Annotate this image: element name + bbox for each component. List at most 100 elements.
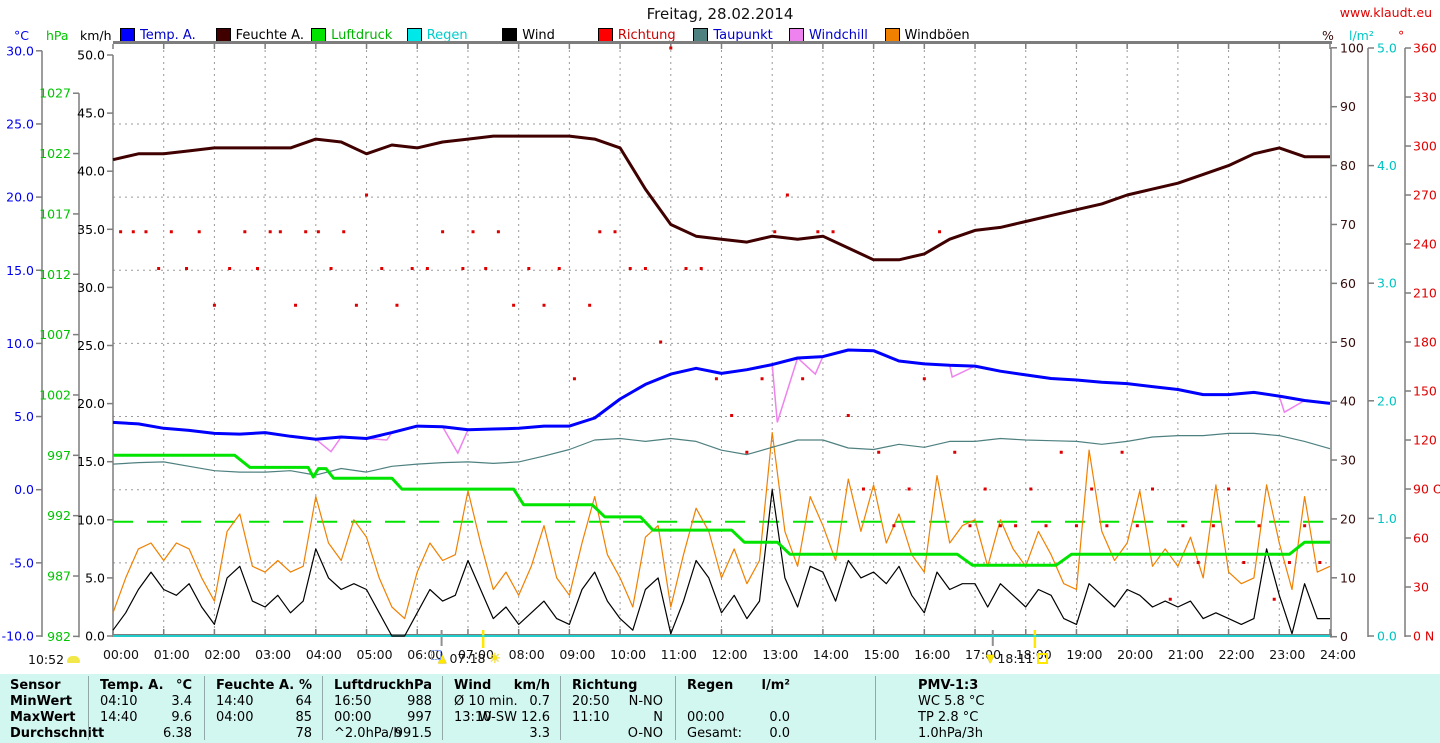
direction-dot: [471, 230, 475, 234]
direction-dot: [441, 230, 445, 234]
direction-dot: [1181, 524, 1185, 528]
direction-dot: [785, 193, 789, 197]
direction-dot: [1227, 487, 1231, 491]
x-tick-label: 00:00: [103, 647, 139, 662]
plot-frame-top: [113, 41, 1332, 44]
direction-dot: [684, 267, 688, 271]
moonrise-marker: 10:52: [28, 652, 81, 667]
direction-dot: [131, 230, 135, 234]
direction-dot: [1257, 524, 1261, 528]
axis-tick-label-percent: 50: [1340, 335, 1356, 350]
axis-tick-label-kmh: 0.0: [85, 629, 105, 644]
stats-col-header: Richtung: [572, 678, 638, 693]
legend-item-luftdruck[interactable]: Luftdruck: [311, 28, 407, 43]
page-title: Freitag, 28.02.2014: [646, 5, 794, 23]
stats-value-time: Gesamt:: [687, 726, 742, 741]
direction-dot: [628, 267, 632, 271]
axis-tick-label-kmh: 15.0: [77, 454, 105, 469]
stats-col-header: Wind: [454, 678, 492, 693]
stats-col-unit: hPa: [404, 678, 432, 693]
stats-value: N: [653, 710, 663, 725]
stats-value-time: 11:10: [572, 710, 610, 725]
direction-dot: [144, 230, 148, 234]
axis-tick-label-hpa: 987: [47, 569, 71, 584]
direction-dot: [542, 303, 546, 307]
stats-value-time: 00:00: [687, 710, 725, 725]
stats-value: 3.3: [529, 726, 550, 741]
axis-tick-label-degrees: 30: [1413, 580, 1429, 595]
stats-value: 85: [295, 710, 312, 725]
axis-tick-label-lm2: 1.0: [1377, 511, 1397, 526]
sunset-time: 18:11: [997, 651, 1034, 666]
direction-dot: [1168, 597, 1172, 601]
legend-item-regen[interactable]: Regen: [406, 28, 503, 43]
moonrise-time: 10:52: [28, 652, 65, 667]
stats-column-divider: [875, 676, 876, 740]
stats-column-divider: [560, 676, 561, 740]
axis-tick-label-kmh: 35.0: [77, 222, 105, 237]
direction-dot: [699, 267, 703, 271]
direction-dot: [1029, 487, 1033, 491]
axis-tick-label-hpa: 997: [47, 448, 71, 463]
direction-dot: [380, 267, 384, 271]
series-temp-a-: [112, 348, 1331, 441]
direction-dot: [659, 340, 663, 344]
direction-dot: [342, 230, 346, 234]
x-tick-label: 15:00: [864, 647, 900, 662]
axis-unit-hpa: hPa: [46, 28, 69, 43]
legend-item-temp-a-[interactable]: Temp. A.: [120, 28, 216, 43]
direction-dot: [588, 303, 592, 307]
axis-tick-label-degrees: 0 N: [1413, 629, 1434, 644]
axis-tick-label-hpa: 1007: [39, 327, 71, 342]
stats-value-time: 04:00: [216, 710, 254, 725]
axis-unit-degrees: °: [1398, 28, 1405, 43]
stats-col-unit: l/m²: [761, 678, 790, 693]
direction-dot: [846, 414, 850, 418]
legend-item-label: Richtung: [617, 28, 676, 43]
moonrise-icon: [67, 656, 81, 663]
sunrise-arrow-icon: ▲: [438, 652, 447, 665]
direction-dot: [1014, 524, 1018, 528]
stats-col-header: Luftdruck: [334, 678, 405, 693]
direction-dot: [669, 46, 673, 50]
stats-value: O-NO: [627, 726, 663, 741]
direction-dot: [316, 230, 320, 234]
direction-dot: [907, 487, 911, 491]
sunrise-time: 07:18: [449, 651, 486, 666]
sunset-marker: ▼ 18:11: [986, 651, 1048, 666]
legend-item-feuchte-a-[interactable]: Feuchte A.: [215, 28, 312, 43]
stats-column-divider: [442, 676, 443, 740]
website-link[interactable]: www.klaudt.eu: [1339, 5, 1432, 20]
sunrise-frame-icon: [431, 649, 441, 660]
x-tick-label: 21:00: [1168, 647, 1204, 662]
direction-dot: [256, 267, 260, 271]
stats-value: 3.4: [171, 694, 192, 709]
x-tick-label: 22:00: [1219, 647, 1255, 662]
direction-dot: [598, 230, 602, 234]
stats-value-time: Ø 10 min.: [454, 694, 518, 709]
legend-item-label: Taupunkt: [713, 28, 773, 43]
axis-tick-label-percent: 60: [1340, 276, 1356, 291]
direction-dot: [496, 230, 500, 234]
axis-tick-label-degrees: 180 S: [1413, 335, 1440, 350]
series-feuchte-a-: [112, 134, 1330, 262]
axis-tick-label-degrees: 360 N: [1413, 41, 1440, 56]
direction-dot: [773, 230, 777, 234]
x-tick-label: 13:00: [762, 647, 798, 662]
legend-item-taupunkt[interactable]: Taupunkt: [693, 28, 789, 43]
axis-tick-label-degrees: 300: [1413, 139, 1437, 154]
axis-tick-label-percent: 70: [1340, 217, 1356, 232]
x-tick-label: 17:00: [965, 647, 1001, 662]
direction-dot: [892, 524, 896, 528]
stats-value: N-NO: [628, 694, 663, 709]
axis-tick-label-celsius: 20.0: [6, 190, 34, 205]
direction-dot: [572, 377, 576, 381]
x-tick-label: 07:00: [458, 647, 494, 662]
direction-dot: [922, 377, 926, 381]
axis-tick-label-celsius: 5.0: [14, 409, 34, 424]
x-tick-label: 03:00: [255, 647, 291, 662]
legend-item-wind[interactable]: Wind: [502, 28, 598, 43]
x-tick-label: 04:00: [306, 647, 342, 662]
x-tick-label: 02:00: [204, 647, 240, 662]
axis-tick-label-percent: 10: [1340, 570, 1356, 585]
